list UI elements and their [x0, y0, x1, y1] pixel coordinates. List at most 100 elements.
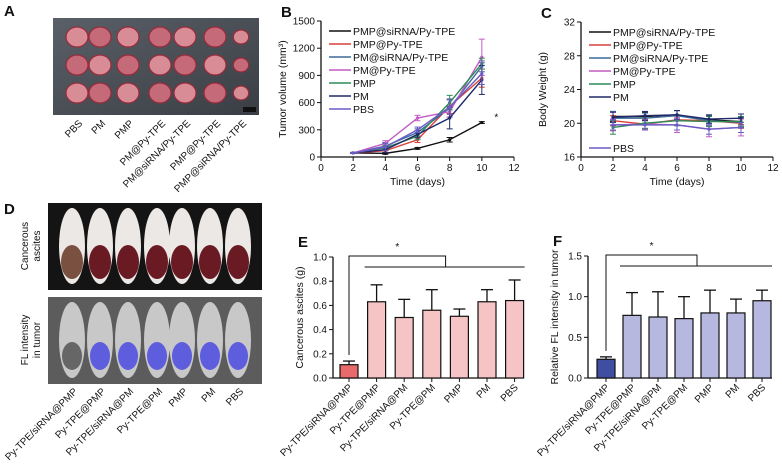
legend-label: PMP@siRNA/Py-TPE — [353, 26, 455, 38]
tumor — [88, 54, 112, 76]
y-tick-label: 1500 — [293, 17, 316, 28]
bar — [622, 314, 642, 379]
abdomen — [117, 245, 139, 279]
x-tick-label: 10 — [735, 163, 747, 174]
data-point — [415, 116, 420, 120]
row-label: in tumor — [32, 321, 43, 358]
y-tick-label: 1.5 — [568, 252, 582, 263]
panel-label: E — [298, 234, 308, 251]
tumor — [148, 82, 172, 104]
tumor-volume-chart: B 0 2 4 6 8 10 12 0 300 600 900 1200 1500 Time (days) T… — [277, 4, 520, 188]
bar — [648, 316, 668, 379]
panel-label: B — [281, 4, 292, 21]
x-tick-label: 8 — [447, 163, 453, 174]
data-point — [480, 120, 484, 125]
y-tick-label: 16 — [564, 153, 576, 164]
legend-label: PBS — [613, 143, 634, 155]
y-tick-label: 1.0 — [313, 253, 327, 264]
abdomen — [199, 245, 221, 279]
panel-label: F — [553, 233, 562, 250]
abdomen — [171, 245, 193, 279]
data-point — [675, 113, 679, 117]
row-label: FL intensity — [20, 315, 31, 366]
group-label: PBS — [63, 118, 85, 140]
scale-bar — [243, 107, 256, 112]
x-tick-label: 2 — [610, 163, 616, 174]
fluorescence-signal — [118, 342, 138, 370]
data-point — [739, 116, 743, 120]
abdomen — [62, 342, 82, 370]
tumor — [116, 82, 140, 104]
tumor — [203, 26, 227, 48]
x-axis-title: Time (days) — [649, 176, 704, 188]
group-label: PM — [200, 386, 218, 404]
y-tick-label: 900 — [298, 71, 315, 82]
x-tick-label: 12 — [508, 163, 520, 174]
y-axis-title: Relative FL intensity in tumor — [549, 249, 561, 385]
tumor — [173, 54, 197, 76]
x-tick-label: 4 — [642, 163, 648, 174]
group-label: PMP — [167, 386, 190, 409]
fluorescence-signal — [147, 342, 167, 370]
tumor — [88, 82, 112, 104]
x-tick-label: 6 — [674, 163, 680, 174]
fluorescence-signal — [172, 342, 192, 370]
category-label: PMP — [442, 382, 465, 405]
bar — [394, 316, 414, 379]
x-tick-label: 6 — [415, 163, 421, 174]
legend-label: PM — [353, 91, 369, 103]
data-point — [707, 127, 711, 131]
x-tick-label: 10 — [476, 163, 488, 174]
tumor — [232, 29, 250, 45]
data-point — [643, 123, 647, 127]
tumor — [65, 82, 89, 104]
row-label: ascites — [32, 230, 43, 261]
bar — [726, 312, 746, 379]
abdomen — [227, 245, 249, 279]
y-tick-label: 1200 — [293, 44, 316, 55]
tumor — [148, 26, 172, 48]
tumor-photo — [53, 18, 259, 115]
abdomen — [146, 245, 168, 279]
y-tick-label: 32 — [564, 18, 576, 29]
panel-label-d: D — [4, 201, 15, 218]
y-tick-label: 24 — [564, 85, 576, 96]
x-axis-title: Time (days) — [390, 176, 445, 188]
x-tick-label: 0 — [578, 163, 584, 174]
y-tick-label: 0.2 — [313, 349, 327, 360]
bar — [339, 364, 359, 379]
bar — [505, 299, 525, 379]
group-label: PBS — [224, 386, 246, 408]
legend-label: PBS — [353, 104, 374, 116]
significance-star: * — [395, 241, 399, 253]
abdomen — [61, 245, 83, 279]
tumor — [232, 57, 250, 73]
y-axis-title: Tumor volume (mm³) — [277, 40, 289, 138]
data-point — [643, 114, 647, 118]
significance-bracket — [348, 255, 447, 356]
y-tick-label: 0.0 — [313, 374, 327, 385]
data-point — [707, 117, 711, 121]
y-tick-label: 20 — [564, 119, 576, 130]
significance-star: * — [649, 240, 653, 252]
y-tick-label: 0.8 — [313, 277, 327, 288]
data-point — [448, 116, 452, 120]
y-tick-label: 28 — [564, 51, 576, 62]
data-point — [351, 151, 355, 155]
category-label: PMP — [693, 382, 716, 405]
y-tick-label: 600 — [298, 98, 315, 109]
data-point — [448, 138, 452, 142]
panel-label-a: A — [4, 3, 15, 20]
significance-bracket — [605, 254, 698, 351]
panel-label: C — [541, 5, 552, 22]
category-label: PBS — [499, 382, 521, 404]
bar — [674, 318, 694, 379]
y-tick-label: 0.4 — [313, 325, 327, 336]
data-point — [611, 123, 615, 127]
bar — [422, 309, 442, 379]
x-tick-label: 2 — [350, 163, 356, 174]
bar — [596, 358, 616, 379]
category-label: PBS — [746, 382, 768, 404]
y-axis-title: Body Weight (g) — [537, 52, 549, 127]
